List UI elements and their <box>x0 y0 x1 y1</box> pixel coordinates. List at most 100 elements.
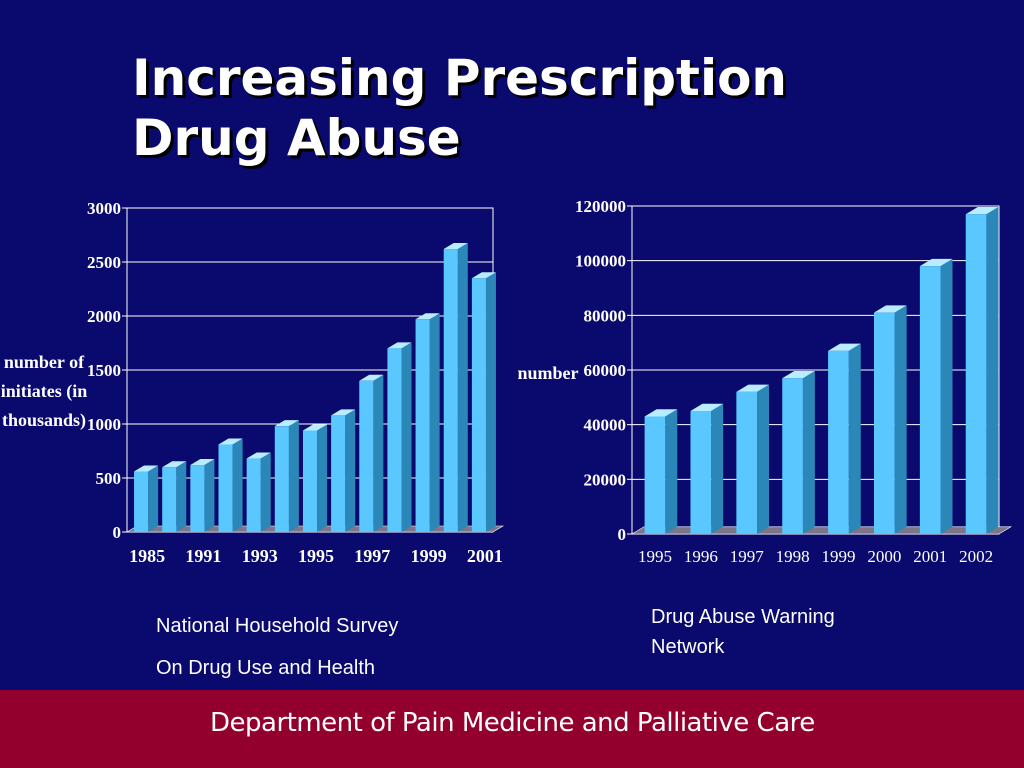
x-tick-label: 1993 <box>242 546 278 566</box>
footer-bar: Department of Pain Medicine and Palliati… <box>0 690 1024 768</box>
bar-side <box>260 452 271 532</box>
x-tick-label: 1991 <box>185 546 221 566</box>
x-tick-label: 2001 <box>913 547 947 566</box>
bar-top <box>736 384 770 392</box>
x-tick-label: 1997 <box>730 547 765 566</box>
bar-side <box>345 409 356 532</box>
y-tick-label: 0 <box>113 523 122 542</box>
bar-top <box>190 459 215 466</box>
bar-side <box>373 374 384 532</box>
bar-front <box>218 444 233 532</box>
bar-top <box>471 272 496 279</box>
y-tick-label: 40000 <box>584 416 627 435</box>
bar-side <box>232 438 243 532</box>
bar <box>134 465 159 532</box>
bar <box>274 420 299 532</box>
initiates-bar-chart: 0 500 1000 1500 2000 2500 3000 1985 1991 1993 1995… <box>1 199 505 566</box>
bar-front <box>162 467 177 532</box>
bar <box>873 305 907 534</box>
y-tick-label: 80000 <box>584 306 627 325</box>
dawn-bar-chart: 0 20000 40000 60000 80000 100000 120000 1995 199… <box>517 197 1013 566</box>
slide-title-line-1: Increasing Prescription <box>132 49 788 107</box>
bar <box>387 342 412 532</box>
bar-side <box>665 409 678 534</box>
y-tick-label: 100000 <box>575 252 626 271</box>
x-tick-label: 1997 <box>354 546 390 566</box>
bar-top <box>359 374 384 381</box>
y-tick-label: 500 <box>96 469 122 488</box>
bar <box>965 207 999 534</box>
y-tick-label: 20000 <box>584 470 627 489</box>
caption-nsduh: National Household Survey On Drug Use an… <box>156 605 398 689</box>
y-tick-label: 120000 <box>575 197 626 216</box>
bar-side <box>148 465 159 532</box>
bar-top <box>246 452 271 459</box>
bar-side <box>288 420 299 532</box>
bar-side <box>757 384 770 534</box>
y-tick-label: 3000 <box>87 199 121 218</box>
bar-front <box>302 430 318 532</box>
bar-front <box>873 312 895 534</box>
bar-top <box>690 403 724 411</box>
bar-front <box>690 411 712 534</box>
bar-side <box>204 459 215 532</box>
bar-front <box>246 458 261 532</box>
y-tick-label: 2500 <box>87 253 121 272</box>
bar <box>331 409 356 532</box>
x-tick-label: 2002 <box>959 547 993 566</box>
bar-side <box>401 342 412 532</box>
bar-top <box>302 424 328 431</box>
bar-front <box>387 348 402 532</box>
bar-top <box>274 420 299 427</box>
bar <box>828 343 861 534</box>
bar-front <box>471 278 486 532</box>
y-tick-label: 60000 <box>584 361 627 380</box>
bar <box>218 438 243 532</box>
bar-side <box>176 461 187 532</box>
bar-side <box>848 343 861 534</box>
bar-top <box>218 438 243 445</box>
bar <box>919 258 953 534</box>
bar-front <box>134 471 149 532</box>
bar-front <box>644 416 666 534</box>
bar <box>359 374 384 532</box>
bar-top <box>415 313 440 320</box>
bar-side <box>485 272 496 532</box>
slide-title-line-2: Drug Abuse <box>132 109 461 167</box>
bar <box>443 243 468 532</box>
chart-floor <box>630 526 1013 535</box>
y-tick-label: 2000 <box>87 307 121 326</box>
bar-top <box>873 305 907 313</box>
bar <box>690 403 724 534</box>
bar-front <box>359 380 374 532</box>
y-tick-label: 1500 <box>87 361 121 380</box>
bar-side <box>429 313 440 532</box>
x-tick-label: 1999 <box>821 547 855 566</box>
x-tick-label: 2000 <box>867 547 901 566</box>
bar-top <box>828 343 861 351</box>
x-tick-label: 2001 <box>467 546 503 566</box>
bar <box>736 384 770 534</box>
y-tick-label: 1000 <box>87 415 121 434</box>
bar-front <box>415 319 430 532</box>
bar-front <box>331 415 346 532</box>
x-tick-label: 1998 <box>776 547 810 566</box>
bar <box>302 424 328 532</box>
bar <box>190 459 215 532</box>
bar-top <box>782 371 815 379</box>
bar-side <box>940 258 953 534</box>
caption-nsduh-line-1: National Household Survey <box>156 615 399 637</box>
bar-front <box>190 465 205 532</box>
bar <box>415 313 440 532</box>
caption-nsduh-line-2: On Drug Use and Health <box>156 657 376 679</box>
y-tick-label: 0 <box>618 525 627 544</box>
bar <box>644 409 678 534</box>
bar-side <box>457 243 468 532</box>
bar-top <box>644 409 678 417</box>
slide-title: Increasing Prescription Drug Abuse <box>132 48 992 168</box>
x-tick-label: 1985 <box>129 546 165 566</box>
y-axis-label: number <box>517 363 578 383</box>
footer-department-name: Department of Pain Medicine and Palliati… <box>210 708 815 738</box>
bar-front <box>828 350 849 534</box>
caption-dawn-line-2: Network <box>651 636 725 658</box>
